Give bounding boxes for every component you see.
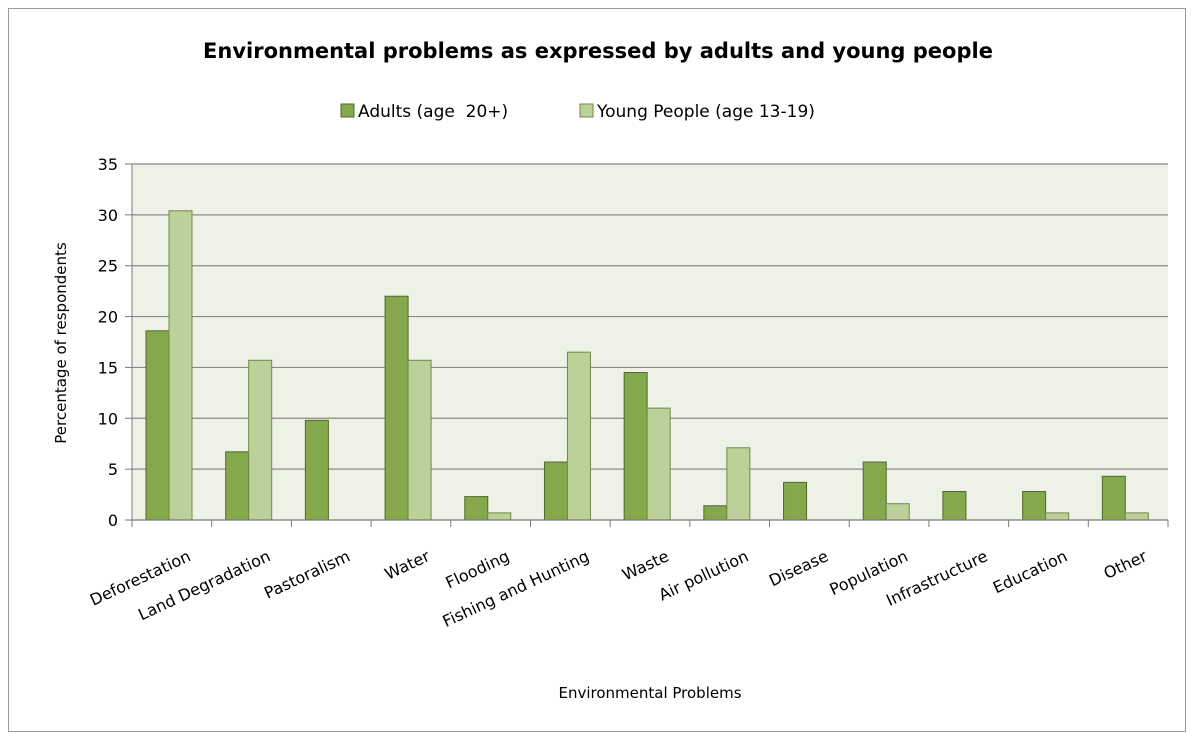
x-tick-label: Pastoralism: [261, 546, 353, 602]
x-tick-label: Waste: [619, 546, 671, 584]
legend-swatch-adults: [340, 103, 355, 118]
bar-young-people-flooding: [487, 512, 512, 521]
bar-young-people-education: [1045, 512, 1070, 521]
bar-adults-land-degradation: [225, 451, 250, 521]
y-tick-label: 35: [98, 155, 118, 174]
y-axis-title: Percentage of respondents: [52, 242, 70, 444]
bar-adults-flooding: [464, 496, 489, 521]
bar-young-people-air-pollution: [726, 447, 751, 521]
bar-adults-deforestation: [145, 330, 170, 521]
x-tick-label: Land Degradation: [135, 546, 273, 624]
bar-young-people-fishing-and-hunting: [566, 351, 591, 521]
y-tick-label: 25: [98, 257, 118, 276]
bar-adults-water: [384, 295, 409, 521]
y-tick-label: 10: [98, 409, 118, 428]
bar-adults-education: [1022, 491, 1047, 521]
x-axis-title: Environmental Problems: [558, 684, 741, 702]
legend-label-young-people: Young People (age 13-19): [596, 102, 815, 122]
y-tick-label: 30: [98, 206, 118, 225]
x-tick-label: Water: [382, 546, 433, 583]
bar-adults-waste: [623, 372, 648, 521]
bar-young-people-deforestation: [168, 210, 193, 521]
x-tick-label: Fishing and Hunting: [440, 546, 592, 631]
bar-adults-other: [1101, 475, 1126, 521]
chart-title: Environmental problems as expressed by a…: [203, 39, 993, 63]
bar-adults-infrastructure: [942, 491, 967, 521]
x-tick-label: Other: [1101, 546, 1151, 583]
y-tick-label: 15: [98, 358, 118, 377]
x-tick-label: Air pollution: [656, 546, 752, 604]
y-tick-label: 20: [98, 308, 118, 327]
bar-young-people-waste: [646, 407, 671, 521]
legend: Adults (age 20+) Young People (age 13-19…: [340, 102, 815, 122]
y-tick-label: 5: [108, 460, 118, 479]
y-tick-label: 0: [108, 511, 118, 530]
bar-adults-air-pollution: [703, 505, 728, 521]
x-tick-label: Disease: [766, 546, 831, 590]
x-tick-label: Education: [990, 546, 1070, 597]
bar-adults-disease: [783, 481, 808, 521]
legend-swatch-young-people: [579, 103, 594, 118]
bar-adults-fishing-and-hunting: [543, 461, 568, 521]
bar-young-people-land-degradation: [248, 359, 273, 521]
legend-label-adults: Adults (age 20+): [358, 102, 508, 122]
bar-young-people-other: [1124, 512, 1149, 521]
bar-young-people-water: [407, 359, 432, 521]
bar-adults-population: [862, 461, 887, 521]
bar-young-people-population: [885, 503, 910, 521]
bar-adults-pastoralism: [304, 419, 329, 521]
